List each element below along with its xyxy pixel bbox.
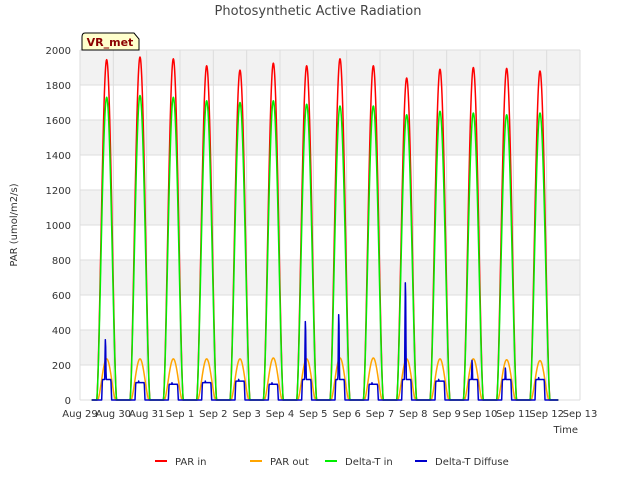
y-tick-label: 1400 <box>46 151 71 162</box>
plot-bands <box>80 50 580 365</box>
x-axis-title: Time <box>553 425 578 436</box>
x-tick-label: Aug 31 <box>129 409 164 420</box>
band <box>80 330 580 365</box>
x-tick-label: Sep 1 <box>166 409 194 420</box>
y-tick-label: 0 <box>65 396 71 407</box>
x-tick-label: Sep 11 <box>496 409 531 420</box>
annotation-badge: VR_met <box>81 32 140 51</box>
y-tick-label: 600 <box>52 291 71 302</box>
y-tick-label: 1200 <box>46 186 71 197</box>
legend-label: PAR out <box>270 457 309 468</box>
x-tick-label: Sep 2 <box>199 409 227 420</box>
y-tick-label: 400 <box>52 326 71 337</box>
band <box>80 50 580 85</box>
annotation-text: VR_met <box>87 36 134 49</box>
x-tick-label: Sep 6 <box>332 409 360 420</box>
x-tick-label: Sep 12 <box>529 409 564 420</box>
legend-label: PAR in <box>175 457 206 468</box>
legend-label: Delta-T in <box>345 457 393 468</box>
y-tick-label: 2000 <box>46 46 71 57</box>
band <box>80 190 580 225</box>
band <box>80 120 580 155</box>
legend: PAR in PAR out Delta-T in Delta-T Diffuse <box>155 457 509 468</box>
chart-title: Photosynthetic Active Radiation <box>215 4 422 19</box>
series-layer <box>91 56 559 401</box>
y-axis-ticks: 0 200 400 600 800 1000 1200 1400 1600 1800 2000 <box>46 46 71 407</box>
y-axis-title: PAR (umol/m2/s) <box>9 183 20 266</box>
y-tick-label: 1600 <box>46 116 71 127</box>
x-tick-label: Sep 10 <box>463 409 498 420</box>
x-tick-label: Aug 29 <box>62 409 97 420</box>
annotation-badge-shape <box>81 32 140 51</box>
x-tick-label: Sep 5 <box>299 409 327 420</box>
series-line-4 <box>91 282 559 401</box>
x-tick-label: Sep 13 <box>563 409 598 420</box>
legend-label: Delta-T Diffuse <box>435 457 509 468</box>
x-tick-label: Sep 9 <box>432 409 460 420</box>
grid-lines <box>79 49 581 401</box>
y-tick-label: 800 <box>52 256 71 267</box>
x-tick-label: Sep 7 <box>366 409 394 420</box>
y-tick-label: 1800 <box>46 81 71 92</box>
y-tick-label: 1000 <box>46 221 71 232</box>
x-tick-label: Sep 3 <box>232 409 260 420</box>
x-tick-label: Aug 30 <box>96 409 131 420</box>
y-tick-label: 200 <box>52 361 71 372</box>
band <box>80 260 580 295</box>
x-tick-label: Sep 4 <box>266 409 294 420</box>
x-tick-label: Sep 8 <box>399 409 427 420</box>
